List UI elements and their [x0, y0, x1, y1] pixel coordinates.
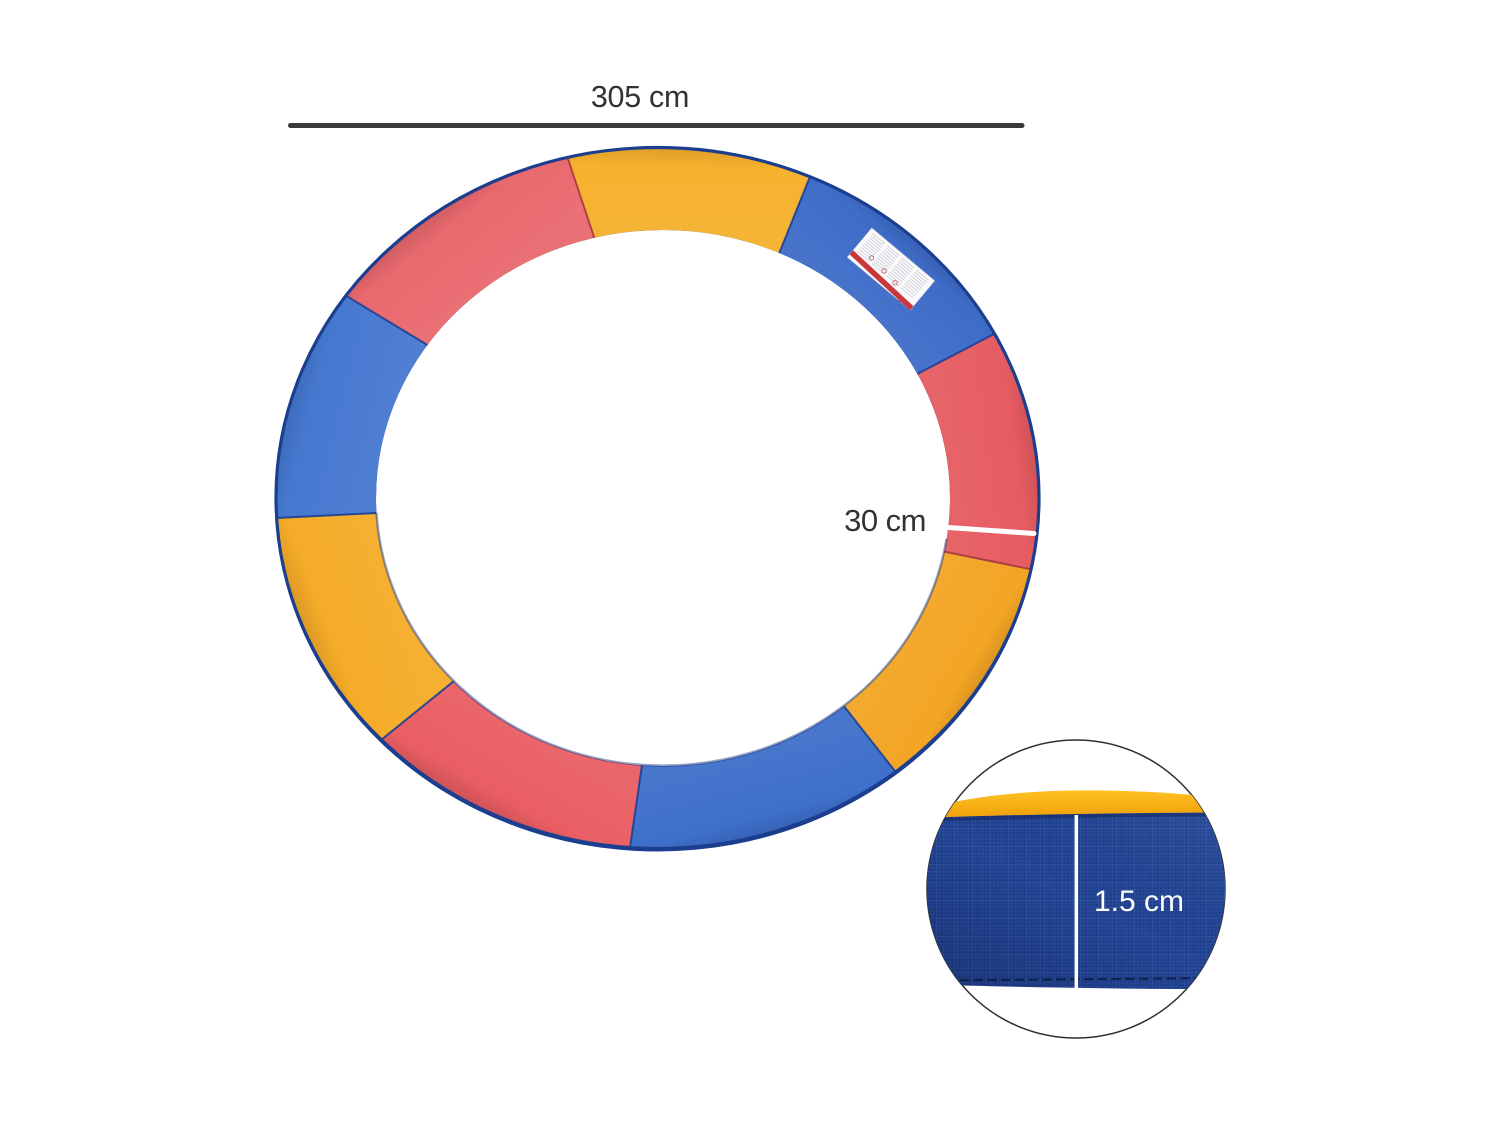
svg-text:1.5 cm: 1.5 cm [1094, 885, 1184, 918]
svg-text:30 cm: 30 cm [844, 503, 926, 538]
svg-text:305 cm: 305 cm [591, 80, 689, 114]
